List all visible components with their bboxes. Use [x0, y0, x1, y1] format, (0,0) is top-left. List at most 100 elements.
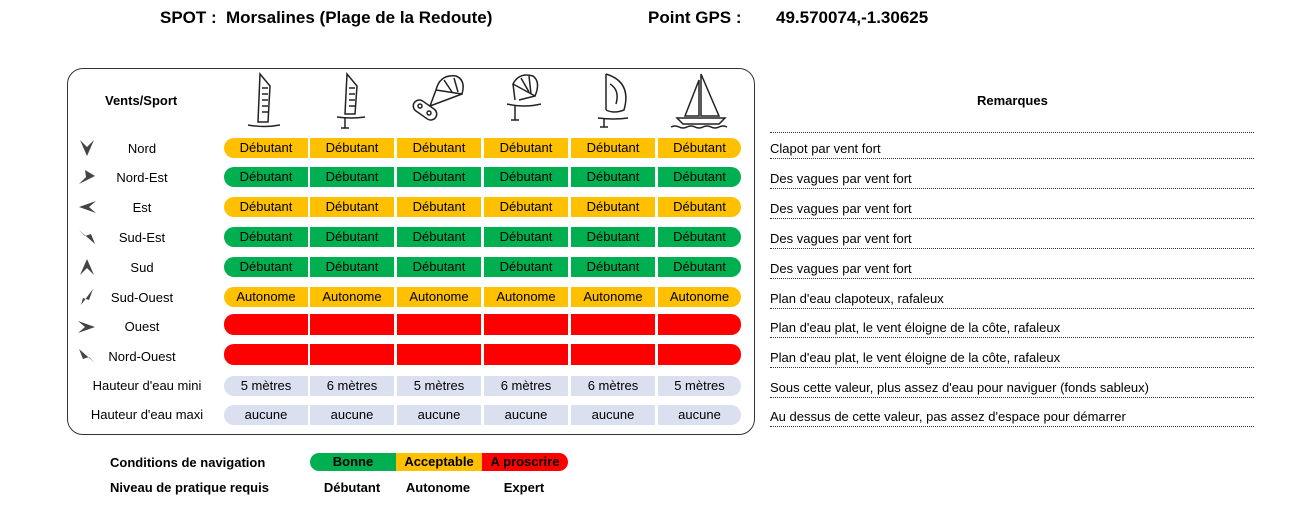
- kitesurf-icon: [396, 70, 480, 130]
- depth-min-cell: 6 mètres: [310, 376, 394, 396]
- legend-level-autonome: Autonome: [405, 480, 471, 495]
- depth-min-cell: 6 mètres: [484, 376, 568, 396]
- condition-cell: Débutant: [658, 197, 741, 217]
- condition-cell: Autonome: [397, 287, 481, 307]
- condition-cell: Débutant: [484, 167, 568, 187]
- gps-label: Point GPS :: [648, 8, 742, 27]
- remark-item: Sous cette valeur, plus assez d'eau pour…: [770, 375, 1254, 398]
- condition-cell: Débutant: [484, 227, 568, 247]
- condition-cell: [397, 344, 481, 365]
- remarks-top-rule: [770, 132, 1254, 133]
- condition-cell: Débutant: [571, 197, 655, 217]
- condition-cell: Débutant: [484, 257, 568, 277]
- arrow-east-icon: [77, 198, 97, 216]
- remarks-title: Remarques: [977, 93, 1048, 108]
- gps-value: 49.570074,-1.30625: [776, 8, 929, 27]
- sailboat-icon: [657, 70, 741, 130]
- remark-item: Plan d'eau clapoteux, rafaleux: [770, 286, 1254, 309]
- condition-cell: Débutant: [658, 167, 741, 187]
- legend-bonne: Bonne: [310, 453, 396, 471]
- remark-item: Des vagues par vent fort: [770, 256, 1254, 279]
- depth-min-cell: 6 mètres: [571, 376, 655, 396]
- depth-max-cell: aucune: [571, 405, 655, 425]
- condition-cell: Débutant: [310, 197, 394, 217]
- depth-min-cell: 5 mètres: [397, 376, 481, 396]
- row-label-depth-min: Hauteur d'eau mini: [92, 378, 202, 393]
- row-label-nord-ouest: Nord-Ouest: [108, 349, 176, 364]
- condition-cell: Débutant: [397, 138, 481, 158]
- condition-cell: Débutant: [571, 138, 655, 158]
- arrow-northeast-icon: [77, 168, 97, 186]
- condition-cell: [571, 344, 655, 365]
- condition-cell: Débutant: [397, 257, 481, 277]
- condition-cell: Débutant: [224, 167, 308, 187]
- condition-cell: Débutant: [571, 257, 655, 277]
- conditions-panel: [67, 68, 755, 435]
- wingfoil-icon: [570, 70, 654, 130]
- condition-cell: Autonome: [484, 287, 568, 307]
- depth-max-cell: aucune: [310, 405, 394, 425]
- legend-level-label: Niveau de pratique requis: [110, 480, 269, 495]
- condition-cell: Débutant: [310, 167, 394, 187]
- windfoil-icon: [309, 70, 393, 130]
- condition-cell: Débutant: [224, 138, 308, 158]
- row-label-nord: Nord: [127, 141, 157, 156]
- row-label-sud: Sud: [130, 260, 154, 275]
- condition-cell: Débutant: [397, 167, 481, 187]
- arrow-south-icon: [77, 258, 97, 276]
- legend-level-debutant: Débutant: [323, 480, 381, 495]
- remark-item: Plan d'eau plat, le vent éloigne de la c…: [770, 345, 1254, 368]
- row-label-sud-ouest: Sud-Ouest: [110, 290, 174, 305]
- condition-cell: [484, 314, 568, 335]
- condition-cell: Débutant: [397, 197, 481, 217]
- remark-item: Des vagues par vent fort: [770, 196, 1254, 219]
- remark-item: Des vagues par vent fort: [770, 166, 1254, 189]
- condition-cell: Débutant: [658, 257, 741, 277]
- winds-sport-header: Vents/Sport: [105, 93, 178, 108]
- condition-cell: Débutant: [310, 138, 394, 158]
- arrow-southwest-icon: [77, 288, 97, 306]
- arrow-west-icon: [77, 318, 97, 336]
- condition-cell: Autonome: [224, 287, 308, 307]
- condition-cell: Débutant: [310, 257, 394, 277]
- row-label-nord-est: Nord-Est: [116, 170, 168, 185]
- condition-cell: Débutant: [484, 197, 568, 217]
- row-label-sud-est: Sud-Est: [118, 230, 166, 245]
- condition-cell: Autonome: [310, 287, 394, 307]
- condition-cell: Autonome: [658, 287, 741, 307]
- remark-item: Clapot par vent fort: [770, 136, 1254, 159]
- arrow-southeast-icon: [77, 228, 97, 246]
- arrow-north-icon: [77, 139, 97, 157]
- condition-cell: [310, 314, 394, 335]
- condition-cell: Débutant: [224, 257, 308, 277]
- spot-label: SPOT :: [160, 8, 217, 27]
- condition-cell: Autonome: [571, 287, 655, 307]
- condition-cell: Débutant: [571, 167, 655, 187]
- condition-cell: [658, 314, 741, 335]
- condition-cell: Débutant: [571, 227, 655, 247]
- remark-item: Au dessus de cette valeur, pas assez d'e…: [770, 404, 1254, 427]
- condition-cell: Débutant: [224, 227, 308, 247]
- depth-max-cell: aucune: [658, 405, 741, 425]
- windsurf-icon: [222, 70, 306, 130]
- row-label-depth-max: Hauteur d'eau maxi: [90, 407, 204, 422]
- spot-name: Morsalines (Plage de la Redoute): [226, 8, 493, 27]
- condition-cell: [484, 344, 568, 365]
- row-label-est: Est: [132, 200, 152, 215]
- legend-conditions-label: Conditions de navigation: [110, 455, 266, 470]
- depth-max-cell: aucune: [484, 405, 568, 425]
- arrow-northwest-icon: [77, 347, 97, 365]
- condition-cell: Débutant: [224, 197, 308, 217]
- depth-min-cell: 5 mètres: [658, 376, 741, 396]
- condition-cell: [224, 344, 308, 365]
- condition-cell: Débutant: [397, 227, 481, 247]
- legend-a-proscrire: A proscrire: [482, 453, 568, 471]
- depth-max-cell: aucune: [224, 405, 308, 425]
- condition-cell: [310, 344, 394, 365]
- condition-cell: [397, 314, 481, 335]
- condition-cell: Débutant: [658, 227, 741, 247]
- legend-level-expert: Expert: [503, 480, 545, 495]
- condition-cell: Débutant: [484, 138, 568, 158]
- condition-cell: Débutant: [658, 138, 741, 158]
- condition-cell: [571, 314, 655, 335]
